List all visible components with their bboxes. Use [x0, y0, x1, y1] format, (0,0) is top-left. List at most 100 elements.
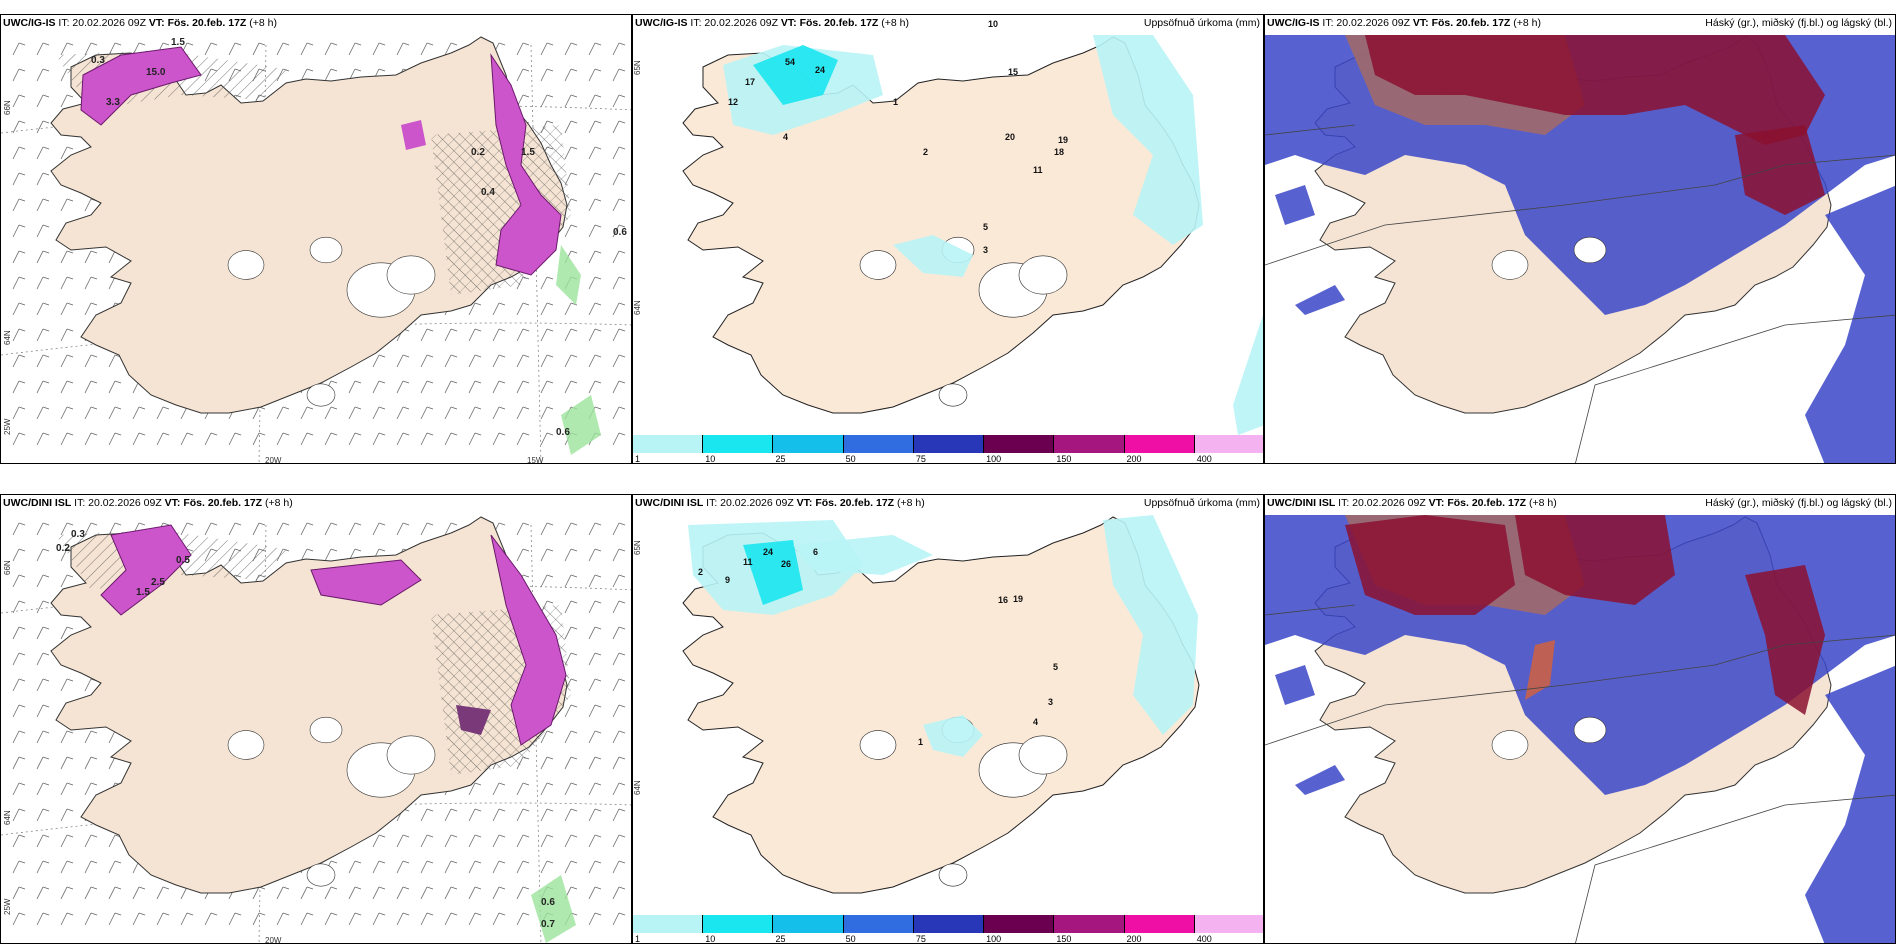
high-cloud-area — [1365, 35, 1825, 145]
value-label: 0.4 — [481, 187, 495, 198]
colorbar-swatch — [843, 435, 914, 453]
colorbar-label: 150 — [1056, 934, 1072, 944]
colorbar-swatch — [633, 435, 704, 453]
glacier — [938, 863, 968, 887]
high-cloud-area — [1745, 565, 1825, 715]
value-label: 3.3 — [106, 97, 120, 108]
value-label: 0.3 — [91, 55, 105, 66]
map-panel-dini-clouds: UWC/DINI ISL IT: 20.02.2026 09Z VT: Fös.… — [1264, 494, 1896, 944]
panel-header: UWC/IG-IS IT: 20.02.2026 09Z VT: Fös. 20… — [3, 17, 277, 29]
value-label: 3 — [1048, 697, 1053, 707]
value-label: 19 — [1058, 135, 1068, 145]
value-label: 18 — [1054, 147, 1064, 157]
precip-colorbar: 1 10 25 50 75 100 150 200 400 — [633, 915, 1263, 943]
panel-title: Uppsöfnuð úrkoma (mm) — [1143, 17, 1260, 29]
iceland-land — [682, 36, 1200, 414]
value-label: 15 — [1008, 67, 1018, 77]
value-label: 0.6 — [541, 897, 555, 908]
precip-area — [753, 45, 838, 105]
glacier — [859, 250, 897, 280]
low-cloud-area — [1295, 285, 1345, 315]
precip-area — [1233, 315, 1263, 435]
axis-label: 15W — [527, 456, 544, 464]
snow-precip-area — [456, 705, 491, 735]
glacier — [309, 716, 343, 744]
map-panel-ig-clouds: UWC/IG-IS IT: 20.02.2026 09Z VT: Fös. 20… — [1264, 14, 1896, 464]
precip-area — [1093, 35, 1203, 245]
colorbar-swatch — [1194, 435, 1263, 453]
value-label: 5 — [1053, 662, 1058, 672]
value-label: 24 — [763, 547, 773, 557]
iceland-land — [682, 516, 1200, 894]
panel-title: Uppsöfnuð úrkoma (mm) — [1143, 497, 1260, 509]
value-label: 26 — [781, 559, 791, 569]
map-panel-dini-precip: 24 26 11 9 6 2 16 19 5 3 4 1 65N 64N UWC/DINI ISL IT:… — [632, 494, 1264, 944]
value-label: 9 — [725, 575, 730, 585]
glacier — [386, 255, 436, 295]
glacier — [1573, 716, 1607, 744]
low-cloud-area — [1805, 665, 1895, 943]
colorbar-label: 75 — [915, 454, 926, 464]
glacier — [309, 236, 343, 264]
glacier — [859, 730, 897, 760]
colorbar-label: 10 — [705, 934, 716, 944]
value-label: 15.0 — [146, 67, 166, 78]
glacier — [227, 250, 265, 280]
value-label: 1 — [893, 97, 898, 107]
axis-label: 25W — [3, 418, 12, 435]
snow-precip-area — [80, 46, 202, 126]
map-canvas — [1265, 495, 1895, 943]
high-cloud-area — [1515, 515, 1675, 605]
precip-area — [923, 715, 983, 757]
colorbar-swatch — [633, 915, 704, 933]
value-label: 16 — [998, 595, 1008, 605]
panel-header: UWC/DINI ISL IT: 20.02.2026 09Z VT: Fös.… — [635, 497, 925, 509]
panel-header: UWC/DINI ISL IT: 20.02.2026 09Z VT: Fös.… — [1267, 497, 1557, 509]
colorbar-label: 1 — [635, 454, 641, 464]
axis-label: 64N — [633, 780, 642, 795]
rain-area — [556, 245, 581, 305]
colorbar-label: 1 — [635, 934, 641, 944]
colorbar-label: 50 — [845, 454, 856, 464]
axis-label: 25W — [3, 898, 12, 915]
value-label: 19 — [1013, 594, 1023, 604]
domain-boundaries — [1265, 604, 1895, 943]
axis-label: 66N — [3, 100, 12, 115]
glacier — [1573, 236, 1607, 264]
value-label: 0.2 — [471, 147, 485, 158]
value-label: 10 — [988, 19, 998, 29]
low-cloud-area — [1275, 185, 1315, 225]
precip-area — [743, 540, 803, 605]
colorbar-swatch — [703, 915, 774, 933]
map-canvas — [1265, 15, 1895, 463]
colorbar-label: 10 — [705, 454, 716, 464]
value-label: 1.5 — [521, 147, 535, 158]
value-label: 4 — [1033, 717, 1038, 727]
colorbar-swatch — [1124, 435, 1195, 453]
axis-label: 20W — [265, 936, 282, 944]
axis-label: 65N — [633, 60, 642, 75]
colorbar-label: 150 — [1056, 454, 1072, 464]
glacier — [1018, 255, 1068, 295]
precip-area — [1103, 515, 1198, 735]
colorbar-label: 200 — [1126, 454, 1142, 464]
colorbar-swatch — [984, 435, 1055, 453]
value-label: 0.5 — [176, 555, 190, 566]
value-label: 12 — [728, 97, 738, 107]
value-label: 2.5 — [151, 577, 165, 588]
value-label: 20 — [1005, 132, 1015, 142]
colorbar-swatch — [984, 915, 1055, 933]
glacier — [938, 383, 968, 407]
value-label: 4 — [783, 132, 788, 142]
map-panel-ig-wind: 0.3 1.5 15.0 0.6 0.6 0.2 0.4 1.5 3.3 66N 64N 25W 20W… — [0, 14, 632, 464]
colorbar-swatch — [1054, 435, 1125, 453]
colorbar-label: 50 — [845, 934, 856, 944]
value-label: 17 — [745, 77, 755, 87]
map-canvas: 54 24 17 12 4 10 20 15 19 18 11 3 5 2 1 65N 64N — [633, 15, 1263, 463]
map-canvas: 24 26 11 9 6 2 16 19 5 34 1 65N 64N — [633, 495, 1263, 943]
colorbar-swatch — [1194, 915, 1263, 933]
colorbar-swatch — [703, 435, 774, 453]
axis-label: 64N — [633, 300, 642, 315]
rain-area — [531, 875, 576, 943]
axis-label: 65N — [633, 540, 642, 555]
